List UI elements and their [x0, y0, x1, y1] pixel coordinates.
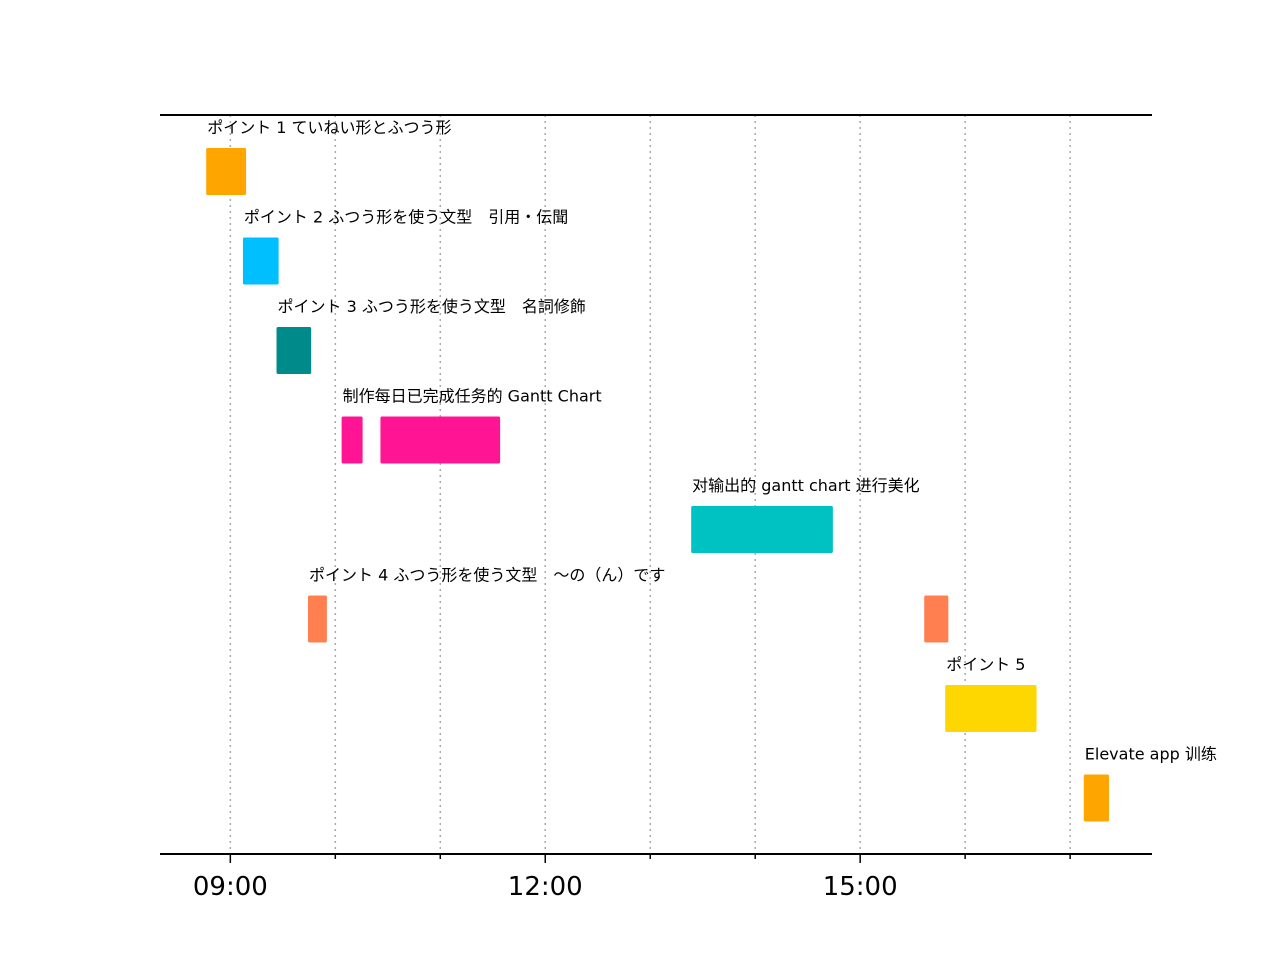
task-label: ポイント 3 ふつう形を使う文型 名詞修飾 [278, 297, 586, 316]
task-label: ポイント 1 ていねい形とふつう形 [207, 118, 451, 137]
task-row: ポイント 3 ふつう形を使う文型 名詞修飾 [276, 297, 586, 374]
task-label: ポイント 4 ふつう形を使う文型 〜の（ん）です [309, 566, 665, 585]
task-row: ポイント 1 ていねい形とふつう形 [206, 118, 452, 195]
task-label: Elevate app 训练 [1085, 745, 1217, 764]
x-tick-label: 12:00 [508, 872, 583, 902]
task-bar [206, 148, 247, 195]
task-bar [691, 506, 833, 553]
task-bar [945, 685, 1037, 732]
task-bar [924, 595, 949, 643]
task-label: ポイント 5 [946, 655, 1025, 674]
task-row: ポイント 4 ふつう形を使う文型 〜の（ん）です [308, 566, 949, 643]
task-row: 对输出的 gantt chart 进行美化 [691, 476, 920, 553]
x-tick-label: 09:00 [193, 872, 268, 902]
task-bar [276, 327, 312, 374]
task-row: ポイント 2 ふつう形を使う文型 引用・伝聞 [242, 208, 568, 285]
task-row: 制作每日已完成任务的 Gantt Chart [341, 387, 602, 464]
task-row: Elevate app 训练 [1083, 745, 1217, 822]
task-label: 对输出的 gantt chart 进行美化 [692, 476, 920, 495]
task-bar [308, 595, 327, 643]
task-bar [380, 416, 501, 464]
task-bar [1083, 774, 1109, 822]
task-row: ポイント 5 [945, 655, 1037, 732]
x-tick-label: 15:00 [823, 872, 898, 902]
task-label: 制作每日已完成任务的 Gantt Chart [343, 387, 602, 406]
task-bar [341, 416, 363, 464]
task-label: ポイント 2 ふつう形を使う文型 引用・伝聞 [244, 208, 568, 227]
x-axis-ticks: 09:00 12:00 15:00 [193, 854, 1071, 902]
task-bar [242, 237, 279, 285]
